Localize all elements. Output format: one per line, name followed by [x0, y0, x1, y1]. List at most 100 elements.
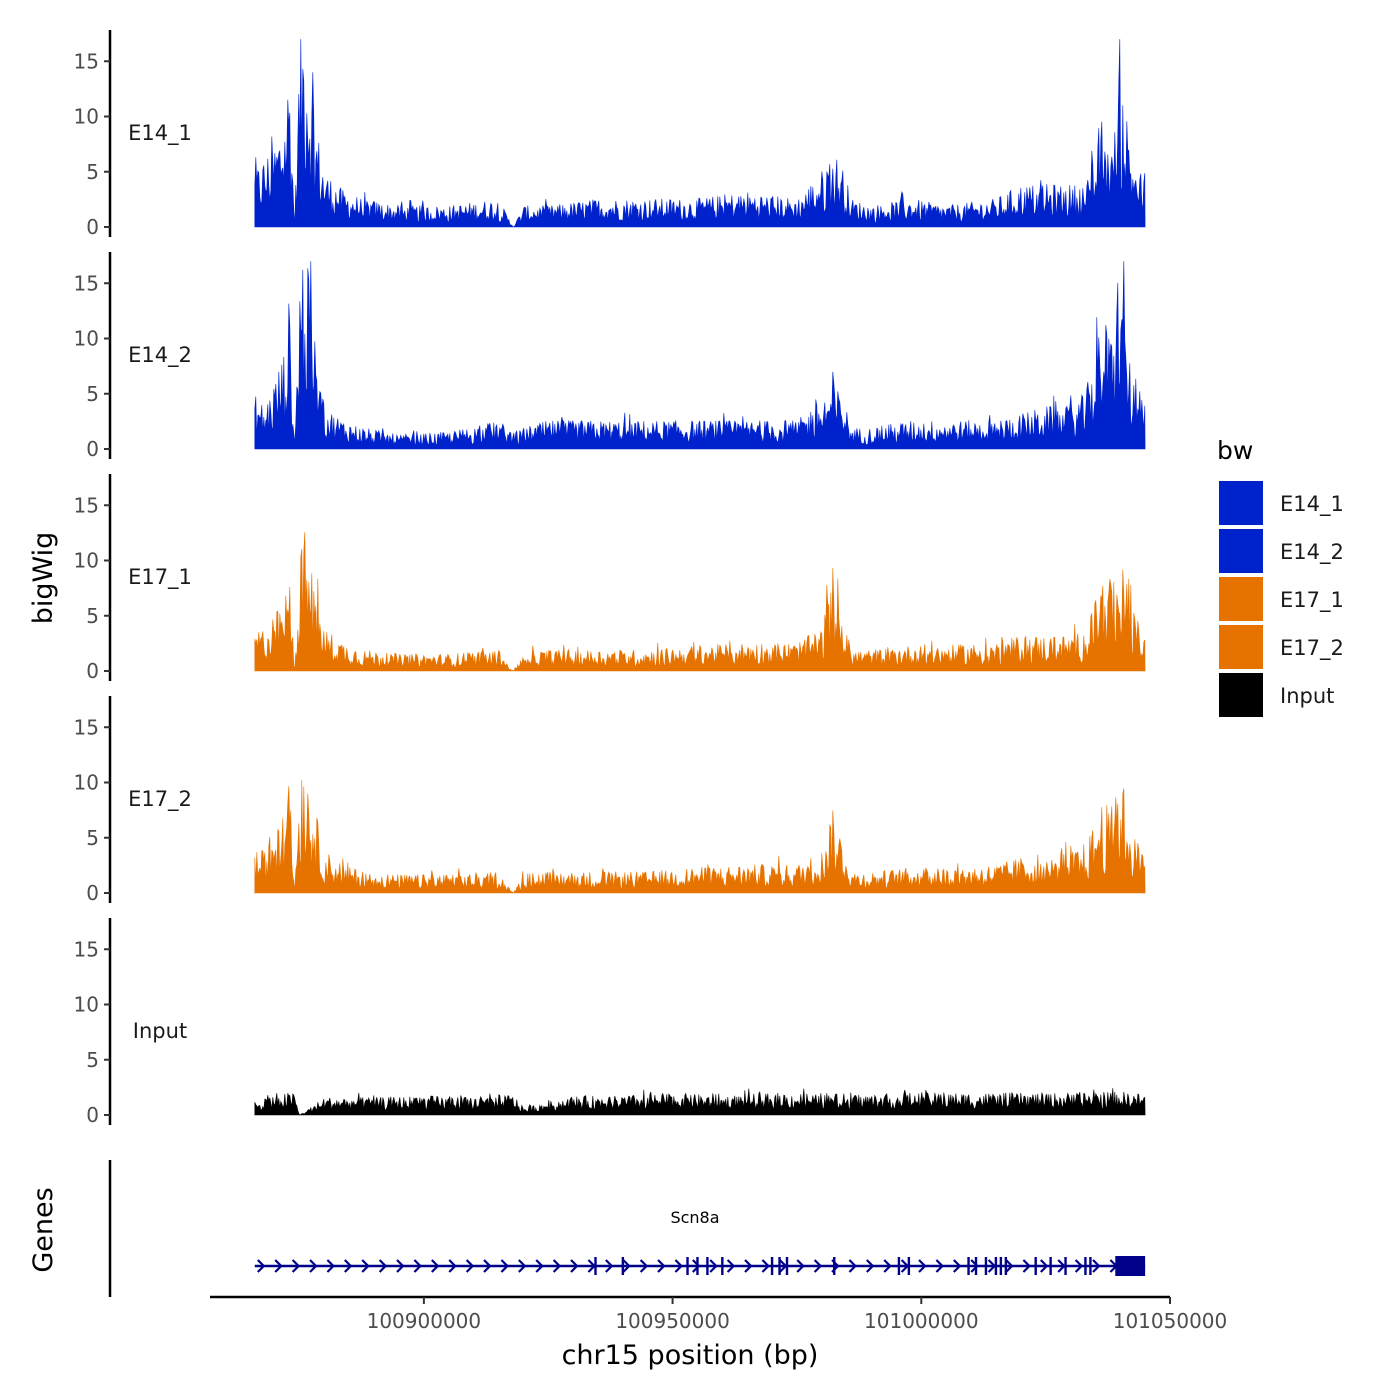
y-tick-label: 5 — [86, 826, 99, 850]
legend-item-E17_1: E17_1 — [1219, 577, 1344, 621]
strand-arrow — [953, 1259, 962, 1273]
y-tick-label: 5 — [86, 1048, 99, 1072]
strand-arrow — [1022, 1259, 1031, 1273]
y-tick-label: 10 — [74, 549, 99, 573]
strand-arrow — [1057, 1259, 1066, 1273]
strand-arrow — [483, 1259, 492, 1273]
legend-swatch — [1219, 481, 1263, 525]
strand-arrow — [257, 1259, 266, 1273]
strand-arrow — [326, 1259, 335, 1273]
legend-swatch — [1219, 529, 1263, 573]
strand-arrow — [535, 1259, 544, 1273]
y-tick-label: 0 — [86, 1103, 99, 1127]
exon — [984, 1257, 988, 1275]
exon — [770, 1257, 774, 1275]
y-tick-label: 10 — [74, 771, 99, 795]
exon — [785, 1257, 789, 1275]
legend-label: Input — [1280, 684, 1334, 708]
strand-arrow — [796, 1259, 805, 1273]
x-axis: 100900000 100950000 101000000 101050000 — [210, 1295, 1228, 1333]
strand-arrow — [378, 1259, 388, 1273]
x-tick-label: 101000000 — [864, 1309, 979, 1333]
exon — [706, 1257, 709, 1275]
y-axis-title: bigWig — [28, 532, 59, 625]
strand-arrow — [1005, 1259, 1014, 1273]
y-tick-label: 15 — [74, 937, 99, 961]
gene-label: Scn8a — [670, 1208, 719, 1227]
strand-arrow — [744, 1259, 753, 1273]
strand-arrow — [518, 1259, 527, 1273]
strand-arrow — [448, 1259, 457, 1273]
signal-area-E17_2 — [254, 780, 1146, 894]
genes-panel: Scn8a Genes — [28, 1160, 1146, 1297]
exon — [967, 1257, 970, 1275]
legend-label: E17_1 — [1280, 588, 1344, 613]
signal-area-E14_1 — [254, 39, 1146, 228]
y-tick-label: 5 — [86, 604, 99, 628]
strand-arrow — [813, 1259, 823, 1273]
exon — [594, 1257, 597, 1275]
track-panels: 0 5 10 15 E14_1 0 5 10 15 E14_2 0 5 10 15 E17_1 0 5 10 15 E… — [74, 30, 1146, 1127]
strand-arrow — [1074, 1259, 1084, 1273]
strand-arrow — [918, 1259, 927, 1273]
legend-swatch — [1219, 577, 1263, 621]
legend-label: E14_1 — [1280, 492, 1344, 517]
strand-arrow — [761, 1259, 770, 1273]
strand-arrow — [935, 1259, 944, 1273]
strand-arrow — [396, 1259, 405, 1273]
y-tick-label: 15 — [74, 715, 99, 739]
strand-arrow — [848, 1259, 857, 1273]
legend-items: E14_1 E14_2 E17_1 E17_2 Input — [1219, 481, 1344, 717]
strand-arrow — [709, 1259, 718, 1273]
y-tick-label: 15 — [74, 49, 99, 73]
exon — [907, 1257, 911, 1275]
exon — [897, 1257, 901, 1275]
y-tick-label: 0 — [86, 437, 99, 461]
track-E14_2: 0 5 10 15 E14_2 — [74, 252, 1146, 461]
strand-arrow — [1040, 1259, 1049, 1273]
x-tick-label: 101050000 — [1113, 1309, 1228, 1333]
strand-arrow — [413, 1259, 422, 1273]
legend-title: bw — [1217, 436, 1253, 465]
y-tick-label: 0 — [86, 659, 99, 683]
y-tick-label: 15 — [74, 271, 99, 295]
y-tick-label: 5 — [86, 382, 99, 406]
exon — [994, 1257, 998, 1275]
strand-arrow — [883, 1259, 892, 1273]
track-Input: 0 5 10 15 Input — [74, 918, 1146, 1127]
x-tick-label: 100900000 — [367, 1309, 482, 1333]
track-label-E17_2: E17_2 — [128, 787, 192, 812]
track-label-Input: Input — [133, 1019, 187, 1043]
strand-arrow — [726, 1259, 736, 1273]
legend-label: E17_2 — [1280, 636, 1344, 661]
exon — [686, 1257, 689, 1275]
strand-arrow — [274, 1259, 283, 1273]
y-tick-label: 10 — [74, 327, 99, 351]
legend: bw E14_1 E14_2 E17_1 E17_2 Input — [1217, 436, 1344, 717]
track-label-E14_1: E14_1 — [128, 121, 192, 146]
x-tick-label: 100950000 — [615, 1309, 730, 1333]
strand-arrow — [692, 1259, 701, 1273]
strand-arrow — [987, 1259, 997, 1273]
exon — [778, 1257, 781, 1275]
legend-swatch — [1219, 673, 1263, 717]
y-tick-label: 0 — [86, 881, 99, 905]
strand-arrow — [570, 1259, 579, 1273]
track-label-E17_1: E17_1 — [128, 565, 192, 590]
genes-axis-title: Genes — [28, 1187, 59, 1272]
strand-arrow — [309, 1259, 318, 1273]
strand-arrow — [552, 1259, 562, 1273]
exon — [1004, 1257, 1008, 1275]
strand-arrow — [465, 1259, 475, 1273]
legend-swatch — [1219, 625, 1263, 669]
signal-area-E14_2 — [254, 261, 1146, 450]
strand-arrow — [1092, 1259, 1101, 1273]
strand-arrow — [361, 1259, 370, 1273]
exon — [833, 1257, 836, 1275]
strand-arrow — [900, 1259, 910, 1273]
x-axis-title: chr15 position (bp) — [562, 1340, 819, 1371]
y-tick-label: 5 — [86, 160, 99, 184]
exon — [696, 1257, 699, 1275]
exon — [621, 1257, 625, 1275]
